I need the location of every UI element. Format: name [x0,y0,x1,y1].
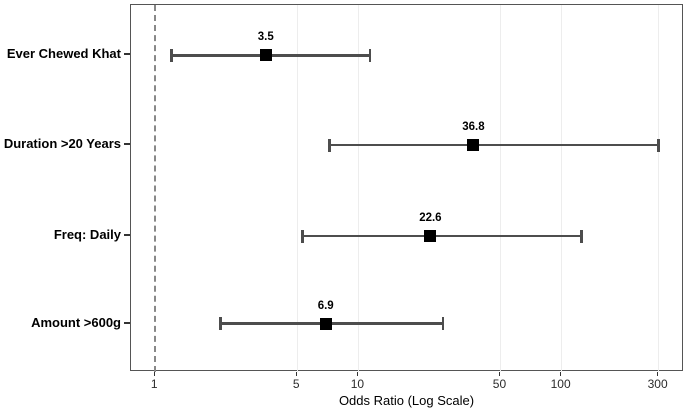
error-bar-cap-high [368,48,372,62]
y-axis-label: Freq: Daily [53,227,121,243]
x-tick [498,372,500,376]
plot-panel: 3.5 36.8 22.6 6.9 [130,4,683,372]
x-tick [356,372,358,376]
gridline [499,5,501,372]
x-tick-label: 1 [150,377,158,391]
reference-line [154,5,157,372]
value-label: 22.6 [419,212,442,225]
y-tick [124,143,130,146]
y-tick [124,321,130,324]
value-label: 3.5 [257,31,274,44]
point-marker [424,230,437,243]
gridline [357,5,359,372]
x-tick-label: 50 [492,377,507,391]
reference-line-layer [131,5,682,372]
error-bar-cap-low [301,229,304,243]
error-bar-cap-high [657,138,660,152]
gridline [561,5,563,372]
gridline [296,5,298,372]
error-bar [220,322,443,325]
y-axis-label: Duration >20 Years [3,136,121,152]
error-bar-cap-low [328,138,331,152]
point-marker [259,49,272,62]
x-tick-label: 300 [647,377,668,391]
value-label: 6.9 [317,299,334,312]
y-tick [124,234,130,237]
x-tick [657,372,659,376]
y-axis-label: Ever Chewed Khat [6,46,121,62]
x-tick [560,372,562,376]
error-bar-cap-low [170,48,173,62]
error-bar-cap-low [219,317,222,331]
error-bar-cap-high [441,317,444,331]
series-layer: 3.5 36.8 22.6 6.9 [131,5,682,370]
point-marker [467,139,480,152]
x-tick [295,372,297,376]
x-tick [153,372,155,376]
error-bar [329,143,659,147]
y-axis-label: Amount >600g [31,314,121,330]
x-tick-label: 5 [292,377,300,391]
point-marker [319,317,332,330]
error-bar-cap-high [580,229,583,243]
gridline [658,5,660,372]
x-tick-label: 10 [350,377,365,391]
x-tick-label: 100 [550,377,571,391]
y-tick [124,53,130,56]
error-bar [302,234,582,238]
x-axis-title: Odds Ratio (Log Scale) [338,393,475,408]
gridline-layer [131,5,682,372]
value-label: 36.8 [462,121,485,134]
